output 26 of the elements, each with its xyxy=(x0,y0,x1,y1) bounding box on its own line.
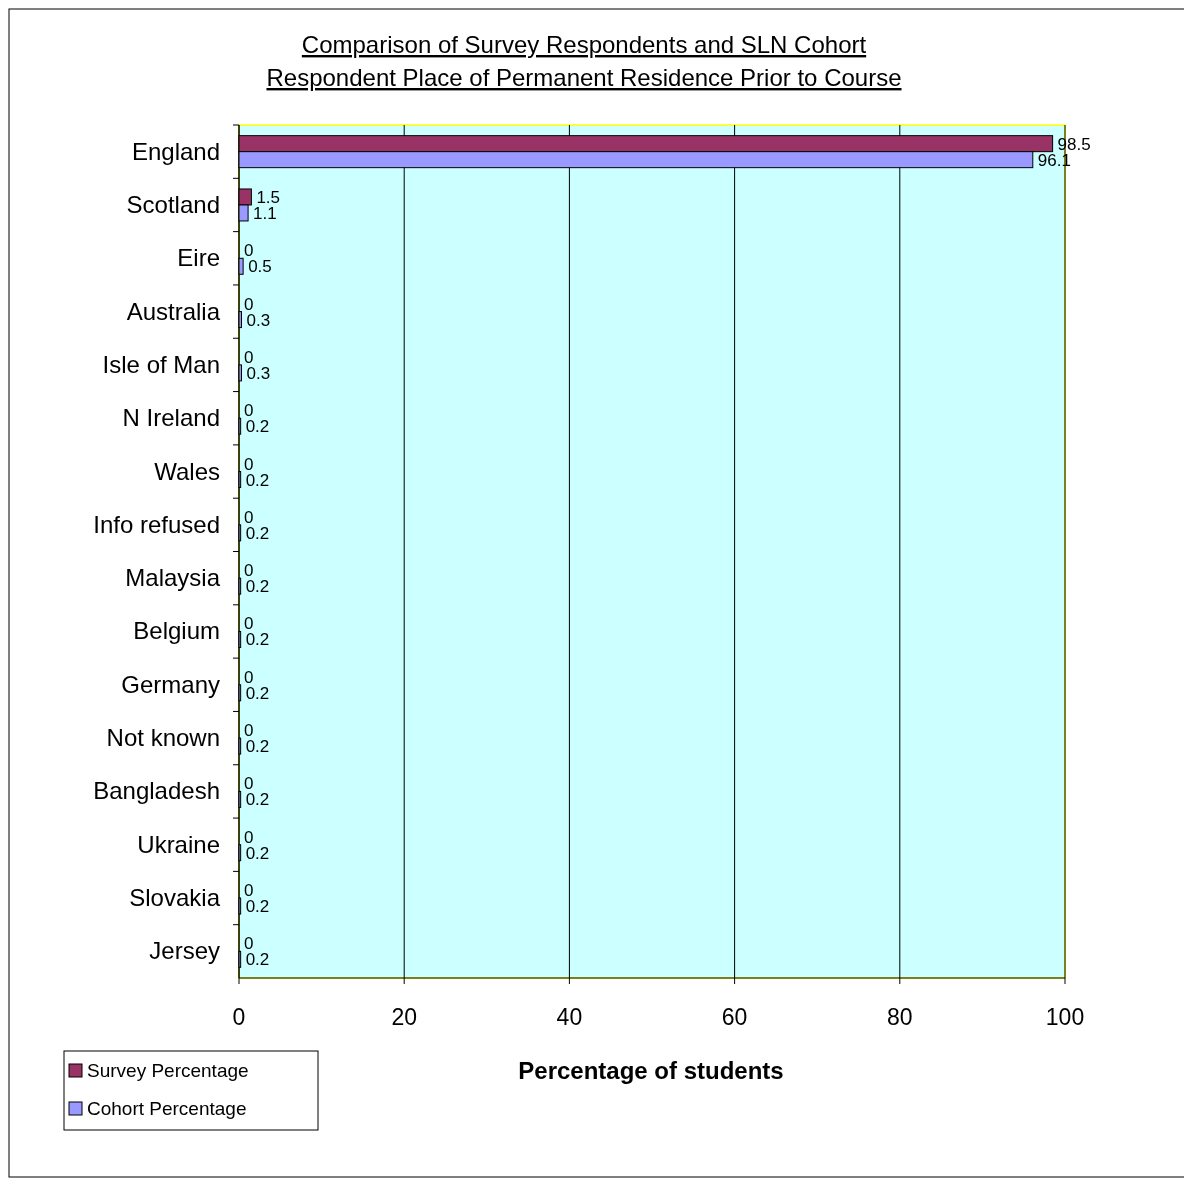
y-tick-label: Scotland xyxy=(126,190,220,218)
y-tick-label: Wales xyxy=(154,457,220,485)
x-tick-label: 40 xyxy=(556,1004,583,1030)
y-tick-label: Not known xyxy=(106,724,220,752)
y-tick-label: Info refused xyxy=(93,510,220,538)
y-tick-label: N Ireland xyxy=(122,404,220,432)
chart-title: Comparison of Survey Respondents and SLN Cohort Respondent Place of Permanent Residence Prior to Course xyxy=(266,31,902,91)
y-tick-label: Belgium xyxy=(133,617,220,645)
y-tick-label: Jersey xyxy=(149,937,220,965)
y-tick-label: Slovakia xyxy=(129,884,221,912)
y-tick-label: Australia xyxy=(126,297,221,325)
legend-label: Cohort Percentage xyxy=(87,1098,247,1119)
y-tick-label: Germany xyxy=(121,670,220,698)
x-tick-label: 0 xyxy=(232,1004,246,1030)
x-tick-label: 20 xyxy=(391,1004,417,1030)
y-tick-label: Malaysia xyxy=(125,564,221,592)
x-tick-label: 80 xyxy=(887,1004,913,1030)
x-axis-title: Percentage of students xyxy=(518,1057,784,1084)
y-tick-label: Isle of Man xyxy=(102,350,220,378)
y-tick-label: Bangladesh xyxy=(93,777,220,805)
y-tick-label: England xyxy=(131,137,220,165)
legend-label: Survey Percentage xyxy=(87,1060,249,1081)
y-tick-label: Eire xyxy=(177,244,220,272)
y-tick-label: Ukraine xyxy=(137,830,220,858)
x-tick-label: 60 xyxy=(721,1004,748,1030)
x-tick-label: 100 xyxy=(1045,1004,1085,1030)
